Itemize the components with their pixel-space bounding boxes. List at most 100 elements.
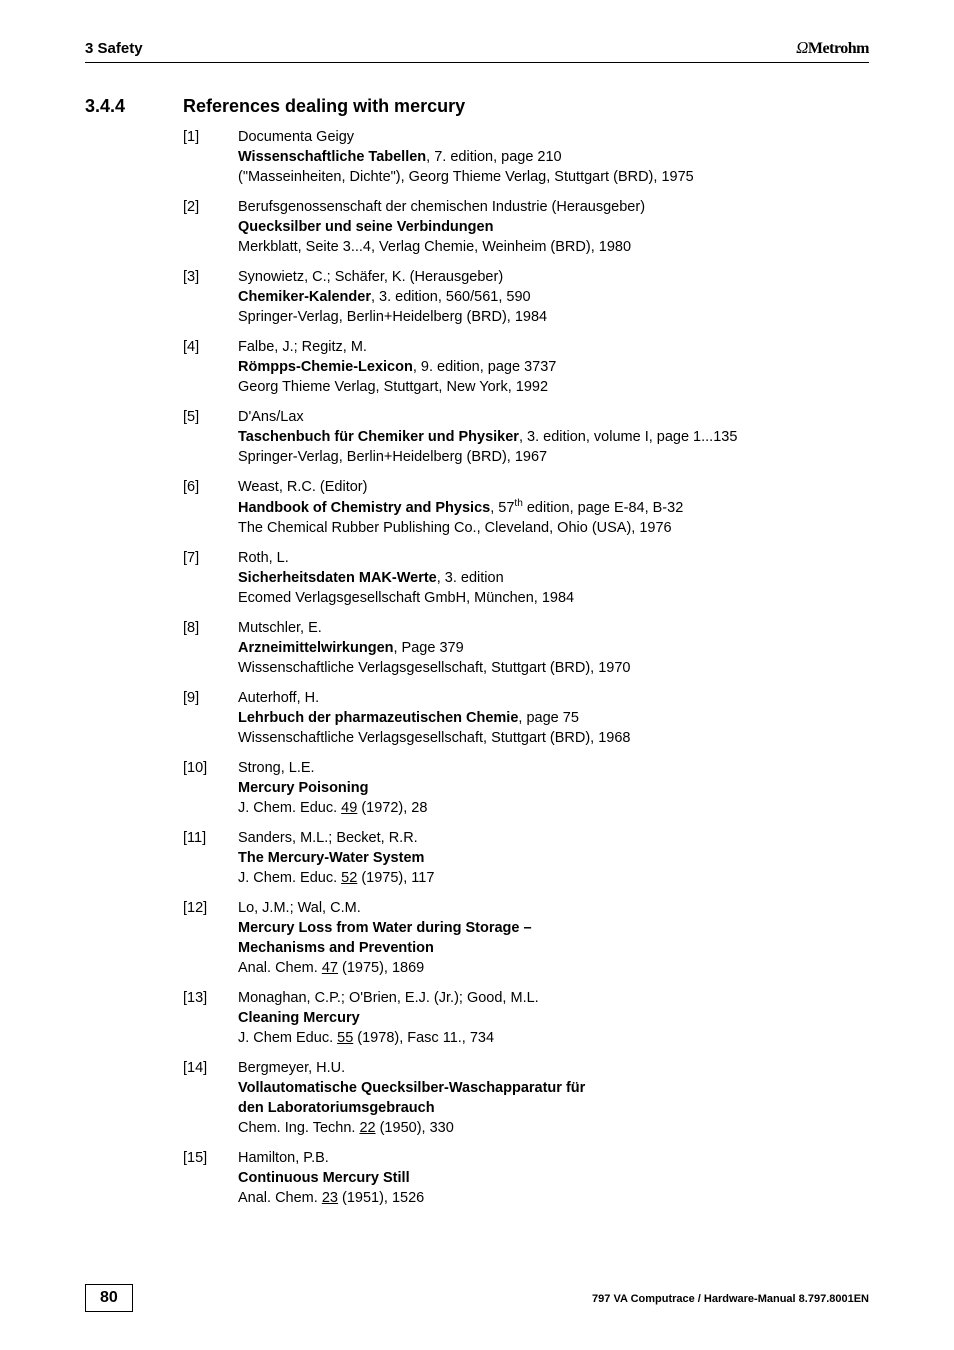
brand-name: Metrohm	[808, 40, 869, 57]
reference-authors: D'Ans/Lax	[238, 407, 869, 427]
reference-item: [2]Berufsgenossenschaft der chemischen I…	[183, 197, 869, 257]
reference-title: Sicherheitsdaten MAK-Werte	[238, 570, 437, 586]
reference-title: Taschenbuch für Chemiker und Physiker	[238, 429, 519, 445]
reference-title-line: Mercury Loss from Water during Storage –	[238, 918, 869, 938]
reference-key: [5]	[183, 407, 238, 467]
reference-journal: J. Chem. Educ. 52 (1975), 117	[238, 868, 869, 888]
reference-item: [7]Roth, L.Sicherheitsdaten MAK-Werte, 3…	[183, 548, 869, 608]
reference-authors: Hamilton, P.B.	[238, 1148, 869, 1168]
reference-title-cont: den Laboratoriumsgebrauch	[238, 1098, 869, 1118]
reference-key: [9]	[183, 688, 238, 748]
reference-authors: Weast, R.C. (Editor)	[238, 477, 869, 497]
reference-authors: Mutschler, E.	[238, 618, 869, 638]
reference-authors: Berufsgenossenschaft der chemischen Indu…	[238, 197, 869, 217]
reference-body: Sanders, M.L.; Becket, R.R.The Mercury-W…	[238, 828, 869, 888]
reference-key: [8]	[183, 618, 238, 678]
page-footer: 80 797 VA Computrace / Hardware-Manual 8…	[85, 1284, 869, 1312]
reference-body: Bergmeyer, H.U.Vollautomatische Quecksil…	[238, 1058, 869, 1138]
reference-journal: Chem. Ing. Techn. 22 (1950), 330	[238, 1118, 869, 1138]
reference-item: [8]Mutschler, E.Arzneimittelwirkungen, P…	[183, 618, 869, 678]
reference-title-line: Vollautomatische Quecksilber-Waschappara…	[238, 1078, 869, 1098]
reference-key: [2]	[183, 197, 238, 257]
reference-publisher: Springer-Verlag, Berlin+Heidelberg (BRD)…	[238, 307, 869, 327]
reference-title: Quecksilber und seine Verbindungen	[238, 219, 493, 235]
reference-key: [11]	[183, 828, 238, 888]
reference-key: [10]	[183, 758, 238, 818]
reference-publisher: Merkblatt, Seite 3...4, Verlag Chemie, W…	[238, 237, 869, 257]
page-header: 3 Safety ΩMetrohm	[85, 38, 869, 63]
reference-body: D'Ans/LaxTaschenbuch für Chemiker und Ph…	[238, 407, 869, 467]
reference-item: [3]Synowietz, C.; Schäfer, K. (Herausgeb…	[183, 267, 869, 327]
reference-authors: Lo, J.M.; Wal, C.M.	[238, 898, 869, 918]
section-number: 3.4.4	[85, 96, 183, 117]
section-heading: 3.4.4 References dealing with mercury	[85, 96, 869, 117]
page-number: 80	[85, 1284, 133, 1312]
reference-title: Römpps-Chemie-Lexicon	[238, 359, 413, 375]
reference-body: Roth, L.Sicherheitsdaten MAK-Werte, 3. e…	[238, 548, 869, 608]
reference-title: Lehrbuch der pharmazeutischen Chemie	[238, 710, 518, 726]
reference-publisher: The Chemical Rubber Publishing Co., Clev…	[238, 518, 869, 538]
reference-title-line: Taschenbuch für Chemiker und Physiker, 3…	[238, 427, 869, 447]
reference-key: [6]	[183, 477, 238, 538]
reference-body: Synowietz, C.; Schäfer, K. (Herausgeber)…	[238, 267, 869, 327]
reference-key: [3]	[183, 267, 238, 327]
section-title: References dealing with mercury	[183, 96, 465, 117]
reference-publisher: Georg Thieme Verlag, Stuttgart, New York…	[238, 377, 869, 397]
reference-title: Wissenschaftliche Tabellen	[238, 149, 426, 165]
reference-title: Cleaning Mercury	[238, 1010, 360, 1026]
reference-title: Chemiker-Kalender	[238, 289, 371, 305]
reference-title: Mercury Loss from Water during Storage –	[238, 920, 532, 936]
reference-authors: Strong, L.E.	[238, 758, 869, 778]
reference-title-line: Arzneimittelwirkungen, Page 379	[238, 638, 869, 658]
reference-item: [13]Monaghan, C.P.; O'Brien, E.J. (Jr.);…	[183, 988, 869, 1048]
reference-title: Arzneimittelwirkungen	[238, 640, 394, 656]
reference-body: Falbe, J.; Regitz, M. Römpps-Chemie-Lexic…	[238, 337, 869, 397]
reference-title-line: Mercury Poisoning	[238, 778, 869, 798]
reference-publisher: Springer-Verlag, Berlin+Heidelberg (BRD)…	[238, 447, 869, 467]
reference-body: Hamilton, P.B. Continuous Mercury Still An…	[238, 1148, 869, 1208]
reference-list: [1]Documenta GeigyWissenschaftliche Tabe…	[183, 127, 869, 1208]
reference-title-line: Continuous Mercury Still	[238, 1168, 869, 1188]
header-section: 3 Safety	[85, 40, 143, 57]
reference-authors: Falbe, J.; Regitz, M.	[238, 337, 869, 357]
reference-authors: Documenta Geigy	[238, 127, 869, 147]
reference-journal: Anal. Chem. 23 (1951), 1526	[238, 1188, 869, 1208]
reference-title: Continuous Mercury Still	[238, 1170, 410, 1186]
reference-item: [4]Falbe, J.; Regitz, M. Römpps-Chemie-Le…	[183, 337, 869, 397]
reference-title: Mercury Poisoning	[238, 780, 369, 796]
reference-title-line: Lehrbuch der pharmazeutischen Chemie, pa…	[238, 708, 869, 728]
reference-item: [5]D'Ans/LaxTaschenbuch für Chemiker und…	[183, 407, 869, 467]
reference-item: [10]Strong, L.E. Mercury Poisoning J. Chem…	[183, 758, 869, 818]
footer-doc-id: 797 VA Computrace / Hardware-Manual 8.79…	[592, 1293, 869, 1305]
reference-key: [7]	[183, 548, 238, 608]
reference-body: Documenta GeigyWissenschaftliche Tabelle…	[238, 127, 869, 187]
reference-title-line: The Mercury-Water System	[238, 848, 869, 868]
reference-item: [14]Bergmeyer, H.U.Vollautomatische Quec…	[183, 1058, 869, 1138]
reference-authors: Auterhoff, H.	[238, 688, 869, 708]
content: 3.4.4 References dealing with mercury [1…	[85, 96, 869, 1218]
reference-title: Handbook of Chemistry and Physics	[238, 500, 490, 516]
reference-key: [4]	[183, 337, 238, 397]
reference-key: [13]	[183, 988, 238, 1048]
reference-item: [12]Lo, J.M.; Wal, C.M.Mercury Loss from…	[183, 898, 869, 978]
reference-body: Berufsgenossenschaft der chemischen Indu…	[238, 197, 869, 257]
reference-key: [1]	[183, 127, 238, 187]
reference-title-line: Handbook of Chemistry and Physics, 57th …	[238, 497, 869, 518]
reference-item: [9]Auterhoff, H.Lehrbuch der pharmazeuti…	[183, 688, 869, 748]
reference-title-cont: Mechanisms and Prevention	[238, 938, 869, 958]
ohm-icon: Ω	[796, 38, 808, 57]
reference-body: Mutschler, E.Arzneimittelwirkungen, Page…	[238, 618, 869, 678]
reference-publisher: ("Masseinheiten, Dichte"), Georg Thieme …	[238, 167, 869, 187]
brand-logo: ΩMetrohm	[796, 38, 869, 58]
reference-title: The Mercury-Water System	[238, 850, 424, 866]
reference-journal: J. Chem. Educ. 49 (1972), 28	[238, 798, 869, 818]
reference-item: [11]Sanders, M.L.; Becket, R.R.The Mercu…	[183, 828, 869, 888]
reference-body: Strong, L.E. Mercury Poisoning J. Chem. Ed…	[238, 758, 869, 818]
reference-body: Monaghan, C.P.; O'Brien, E.J. (Jr.); Goo…	[238, 988, 869, 1048]
reference-title-line: Wissenschaftliche Tabellen, 7. edition, …	[238, 147, 869, 167]
reference-authors: Bergmeyer, H.U.	[238, 1058, 869, 1078]
reference-authors: Roth, L.	[238, 548, 869, 568]
reference-body: Auterhoff, H.Lehrbuch der pharmazeutisch…	[238, 688, 869, 748]
reference-journal: J. Chem Educ. 55 (1978), Fasc 11., 734	[238, 1028, 869, 1048]
reference-publisher: Wissenschaftliche Verlagsgesellschaft, S…	[238, 728, 869, 748]
